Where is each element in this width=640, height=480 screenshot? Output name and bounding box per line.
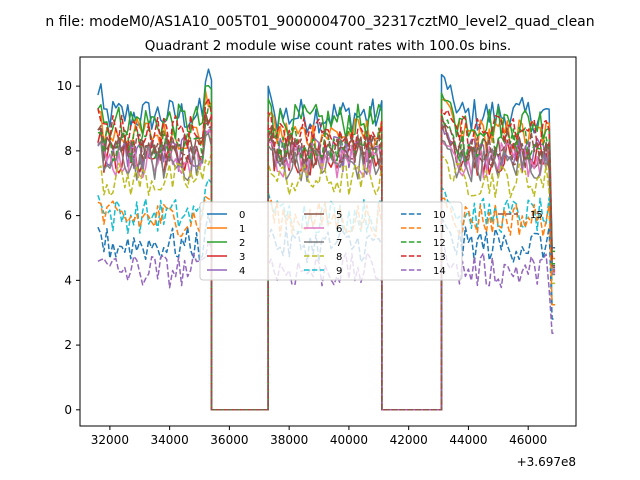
legend-box xyxy=(199,201,463,281)
legend-label: 4 xyxy=(239,266,245,277)
series-line-1 xyxy=(97,90,556,411)
x-tick-label: 36000 xyxy=(210,433,248,447)
legend-label: 8 xyxy=(336,252,342,263)
legend-label: 6 xyxy=(336,224,342,235)
y-tick-label: 0 xyxy=(64,403,72,417)
x-tick-label: 34000 xyxy=(151,433,189,447)
x-tick-label: 44000 xyxy=(449,433,487,447)
legend-label: 0 xyxy=(239,210,245,221)
y-tick-label: 8 xyxy=(64,144,72,158)
y-tick-label: 4 xyxy=(64,273,72,287)
x-tick-label: 38000 xyxy=(270,433,308,447)
series-line-5 xyxy=(97,116,556,411)
series-line-11 xyxy=(97,195,556,411)
x-axis: 32000 34000 36000 38000 40000 42000 44000 46000 xyxy=(91,426,547,447)
legend-label: 14 xyxy=(433,266,446,277)
y-tick-label: 2 xyxy=(64,338,72,352)
figure-suptitle: n file: modeM0/AS1A10_005T01_9000004700_… xyxy=(45,14,594,30)
legend-label: 3 xyxy=(239,252,245,263)
chart-title: Quadrant 2 module wise count rates with … xyxy=(145,38,511,54)
legend-label: 1 xyxy=(239,224,245,235)
legend-label: 11 xyxy=(433,224,446,235)
series-line-13 xyxy=(97,97,556,411)
axes-frame xyxy=(79,56,577,427)
x-tick-label: 46000 xyxy=(509,433,547,447)
legend-label: 7 xyxy=(336,238,342,249)
series-line-10 xyxy=(97,213,556,411)
legend-label: 10 xyxy=(433,210,446,221)
x-axis-offset-label: +3.697e8 xyxy=(517,455,576,469)
series-line-12 xyxy=(97,105,556,411)
series-line-15 xyxy=(97,113,556,411)
series-line-7 xyxy=(97,132,556,411)
series-line-2 xyxy=(97,85,556,411)
series-line-8 xyxy=(97,152,556,411)
legend-label: 12 xyxy=(433,238,446,249)
legend-label: 9 xyxy=(336,266,342,277)
legend-label: 15 xyxy=(530,210,543,221)
legend-label: 2 xyxy=(239,238,245,249)
y-tick-label: 10 xyxy=(57,79,72,93)
y-tick-label: 6 xyxy=(64,209,72,223)
plot-lines xyxy=(97,68,556,411)
x-tick-label: 32000 xyxy=(91,433,129,447)
legend-label: 5 xyxy=(336,210,342,221)
y-axis: 0 2 4 6 8 10 xyxy=(57,79,80,417)
legend-label: 13 xyxy=(433,252,446,263)
x-tick-label: 42000 xyxy=(390,433,428,447)
x-tick-label: 40000 xyxy=(330,433,368,447)
